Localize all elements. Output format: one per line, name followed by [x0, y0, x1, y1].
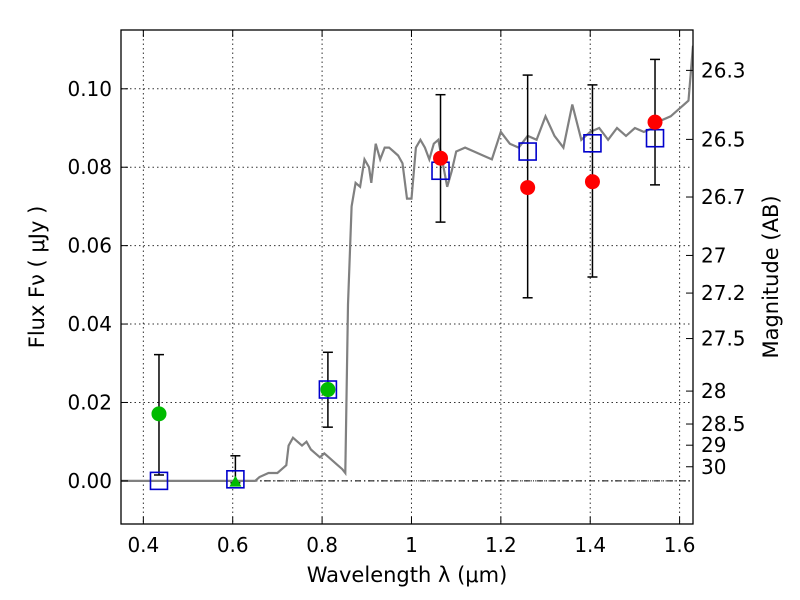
x-tick-label: 1.6 [664, 533, 696, 557]
grid [121, 30, 693, 524]
model-box-point [226, 470, 245, 489]
y-tick-label: 0.06 [67, 234, 112, 258]
right-tick-label: 29 [701, 433, 726, 457]
error-bars [153, 58, 661, 484]
model-boxes [149, 128, 665, 491]
x-tick-label: 1 [405, 533, 418, 557]
y-tick-label: 0.08 [67, 155, 112, 179]
green-data-point [151, 406, 167, 422]
red-data-point [647, 114, 663, 130]
x-axis-label: Wavelength λ (μm) [307, 563, 508, 587]
green-data-point [320, 382, 336, 398]
y-tick-label: 0.00 [67, 469, 112, 493]
model-box-point [149, 471, 169, 491]
plot-frame [120, 29, 694, 525]
x-tick-label: 1.4 [574, 533, 606, 557]
model-box-point [583, 134, 602, 153]
right-tick-label: 27.2 [701, 281, 746, 305]
model-box-point [518, 142, 537, 161]
model-box-point [645, 128, 665, 148]
ticks: 0.4 0.6 0.8 1 1.2 1.4 1.6 0.00 0.02 0.04 0.06 0.08 0… [67, 30, 746, 557]
right-tick-label: 26.5 [701, 127, 746, 151]
right-tick-label: 27 [701, 243, 726, 267]
red-data-point [433, 150, 449, 166]
y-tick-label: 0.02 [67, 390, 112, 414]
right-tick-label: 28 [701, 379, 726, 403]
right-tick-label: 26.3 [701, 58, 746, 82]
observed-points [151, 114, 663, 487]
x-tick-label: 0.6 [217, 533, 249, 557]
red-data-point [584, 174, 600, 190]
right-tick-label: 27.5 [701, 327, 746, 351]
right-tick-label: 30 [701, 455, 726, 479]
model-spectrum-line [121, 45, 693, 482]
x-tick-label: 0.4 [127, 533, 159, 557]
y-tick-label: 0.04 [67, 312, 112, 336]
green-triangle-point [229, 475, 242, 487]
right-tick-label: 26.7 [701, 185, 746, 209]
model-spectrum [121, 45, 693, 482]
x-tick-label: 1.2 [485, 533, 517, 557]
x-tick-label: 0.8 [306, 533, 338, 557]
y-tick-label: 0.10 [67, 77, 112, 101]
model-box-point [318, 380, 338, 399]
y-axis-label-right: Magnitude (AB) [759, 195, 783, 358]
right-tick-label: 28.5 [701, 412, 746, 436]
y-axis-label: Flux Fν ( μJy ) [25, 206, 49, 349]
red-data-point [520, 180, 536, 196]
